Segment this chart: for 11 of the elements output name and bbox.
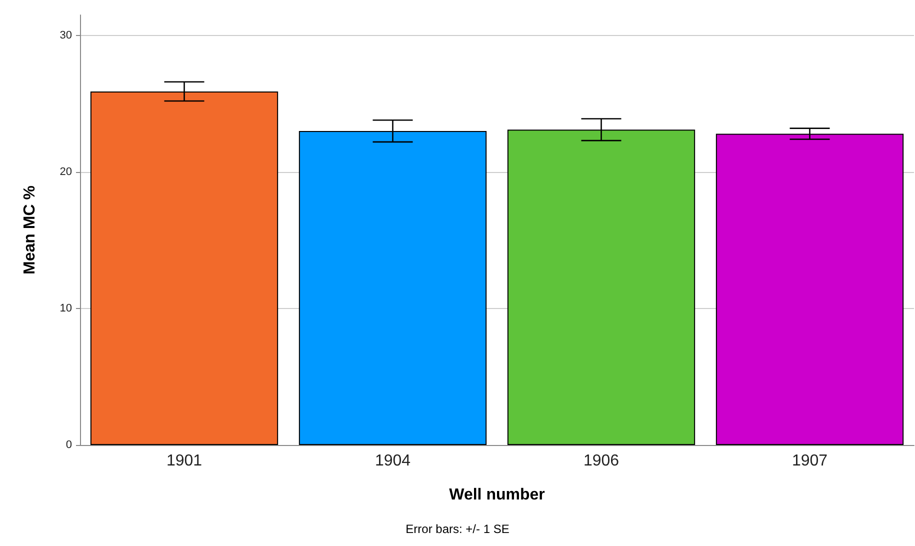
x-tick-label: 1904 — [374, 452, 411, 470]
text: Error bars: +/- 1 SE — [406, 522, 510, 536]
x-axis-title: Well number — [449, 486, 545, 504]
y-tick-label: 10 — [60, 302, 72, 314]
x-tick-label: 1907 — [792, 452, 828, 470]
x-tick-label: 1906 — [583, 452, 620, 470]
y-axis-title: Mean MC % — [22, 186, 38, 274]
x-tick-label: 1901 — [166, 452, 202, 470]
y-tick-label: 30 — [60, 29, 72, 42]
y-tick-label: 20 — [60, 166, 72, 178]
y-tick-label: 0 — [66, 439, 72, 451]
